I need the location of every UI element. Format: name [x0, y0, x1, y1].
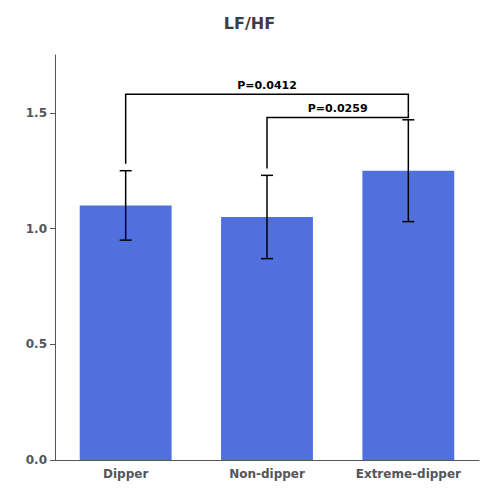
- svg-text:LF/HF: LF/HF: [224, 14, 275, 33]
- svg-text:Dipper: Dipper: [103, 467, 148, 481]
- svg-text:Extreme-dipper: Extreme-dipper: [356, 467, 461, 481]
- svg-text:P=0.0259: P=0.0259: [308, 102, 368, 115]
- svg-text:1.0: 1.0: [26, 222, 47, 236]
- svg-text:0.0: 0.0: [26, 453, 47, 467]
- svg-text:0.5: 0.5: [26, 337, 47, 351]
- svg-text:1.5: 1.5: [26, 106, 47, 120]
- svg-text:Non-dipper: Non-dipper: [229, 467, 305, 481]
- svg-text:P=0.0412: P=0.0412: [237, 79, 297, 92]
